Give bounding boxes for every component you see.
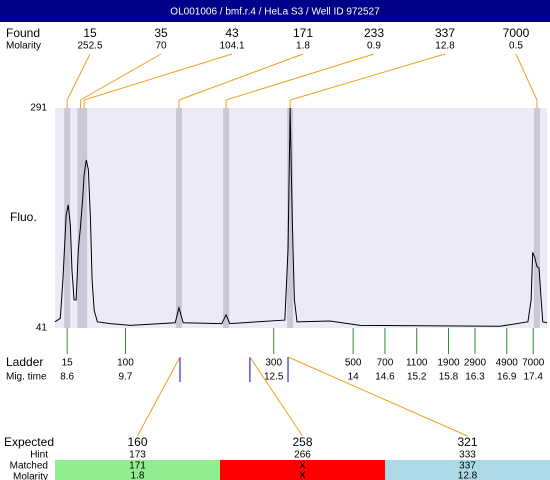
found-molarity: 104.1 <box>219 41 244 52</box>
found-size: 233 <box>364 26 384 40</box>
found-size: 35 <box>154 26 168 40</box>
ladder-size: 4900 <box>496 358 519 369</box>
trace <box>54 107 548 327</box>
expected-connector <box>287 356 468 437</box>
found-connector <box>515 53 538 101</box>
found-size: 337 <box>435 26 455 40</box>
x-tick-label: 17.4 <box>523 372 543 383</box>
ladder-size: 300 <box>265 358 282 369</box>
x-tick-label: 15.2 <box>407 372 427 383</box>
mig-time-label: Mig. time <box>6 372 47 383</box>
x-tick-label: 12.5 <box>264 372 284 383</box>
hint-value: 173 <box>129 450 146 461</box>
found-peak-band <box>533 108 540 328</box>
found-molarity: 0.9 <box>367 41 381 52</box>
ladder-size: 500 <box>345 358 362 369</box>
expected-size: 160 <box>127 435 147 449</box>
found-size: 7000 <box>503 26 530 40</box>
found-molarity: 70 <box>155 41 167 52</box>
hint-value: 266 <box>294 450 311 461</box>
expected-size: 258 <box>292 435 312 449</box>
x-tick-label: 9.7 <box>118 372 132 383</box>
expected-label: Expected <box>4 435 54 449</box>
ladder-size: 100 <box>117 358 134 369</box>
found-peak-band <box>64 108 71 328</box>
x-tick-label: 8.6 <box>60 372 74 383</box>
hint-label: Hint <box>30 450 48 461</box>
found-connector <box>66 53 91 101</box>
header-bar <box>0 0 550 22</box>
expected-connector <box>249 356 303 437</box>
found-peak-band <box>175 108 182 328</box>
found-connector <box>290 53 446 101</box>
found-connector <box>225 53 375 101</box>
x-tick-label: 14 <box>348 372 360 383</box>
expected-connector <box>137 356 181 437</box>
ladder-size: 1100 <box>406 358 428 369</box>
expected-size: 321 <box>457 435 477 449</box>
found-peak-band <box>287 108 294 328</box>
matched-molarity: X <box>299 471 306 480</box>
found-molarity-label: Molarity <box>6 41 41 52</box>
matched-value: 171 <box>129 461 146 472</box>
found-size: 171 <box>293 26 313 40</box>
found-connector <box>80 53 162 101</box>
y-tick-label: 291 <box>30 103 47 114</box>
ladder-size: 1900 <box>437 358 460 369</box>
ladder-size: 2900 <box>464 358 487 369</box>
chart-title: OL001006 / bmf.r.4 / HeLa S3 / Well ID 9… <box>170 7 380 18</box>
matched-value: 337 <box>459 461 476 472</box>
found-peak-band <box>223 108 230 328</box>
found-size: 43 <box>225 26 239 40</box>
y-tick-label: 41 <box>36 323 48 334</box>
matched-cell <box>385 460 550 480</box>
matched-cell <box>220 460 385 480</box>
molarity-label: Molarity <box>13 472 48 480</box>
found-peak-band <box>77 108 84 328</box>
found-molarity: 1.8 <box>296 41 310 52</box>
ladder-label: Ladder <box>6 355 43 369</box>
found-peak-band <box>81 108 88 328</box>
found-molarity: 12.8 <box>435 41 455 52</box>
found-size: 15 <box>83 26 97 40</box>
found-molarity: 252.5 <box>77 41 102 52</box>
matched-molarity: 12.8 <box>458 471 478 480</box>
matched-cell <box>55 460 220 480</box>
x-tick-label: 16.3 <box>465 372 485 383</box>
found-connector <box>178 53 304 101</box>
plot-area <box>55 108 547 328</box>
found-connector <box>83 53 233 101</box>
found-molarity: 0.5 <box>509 41 523 52</box>
found-label: Found <box>6 26 40 40</box>
ladder-size: 15 <box>62 358 74 369</box>
y-axis-label: Fluo. <box>10 210 37 224</box>
ladder-size: 700 <box>377 358 394 369</box>
hint-value: 333 <box>459 450 476 461</box>
matched-molarity: 1.8 <box>131 471 145 480</box>
matched-value: X <box>299 461 306 472</box>
x-tick-label: 15.8 <box>439 372 459 383</box>
x-tick-label: 14.6 <box>375 372 395 383</box>
matched-label: Matched <box>10 461 48 472</box>
x-tick-label: 16.9 <box>497 372 517 383</box>
ladder-size: 7000 <box>522 358 545 369</box>
